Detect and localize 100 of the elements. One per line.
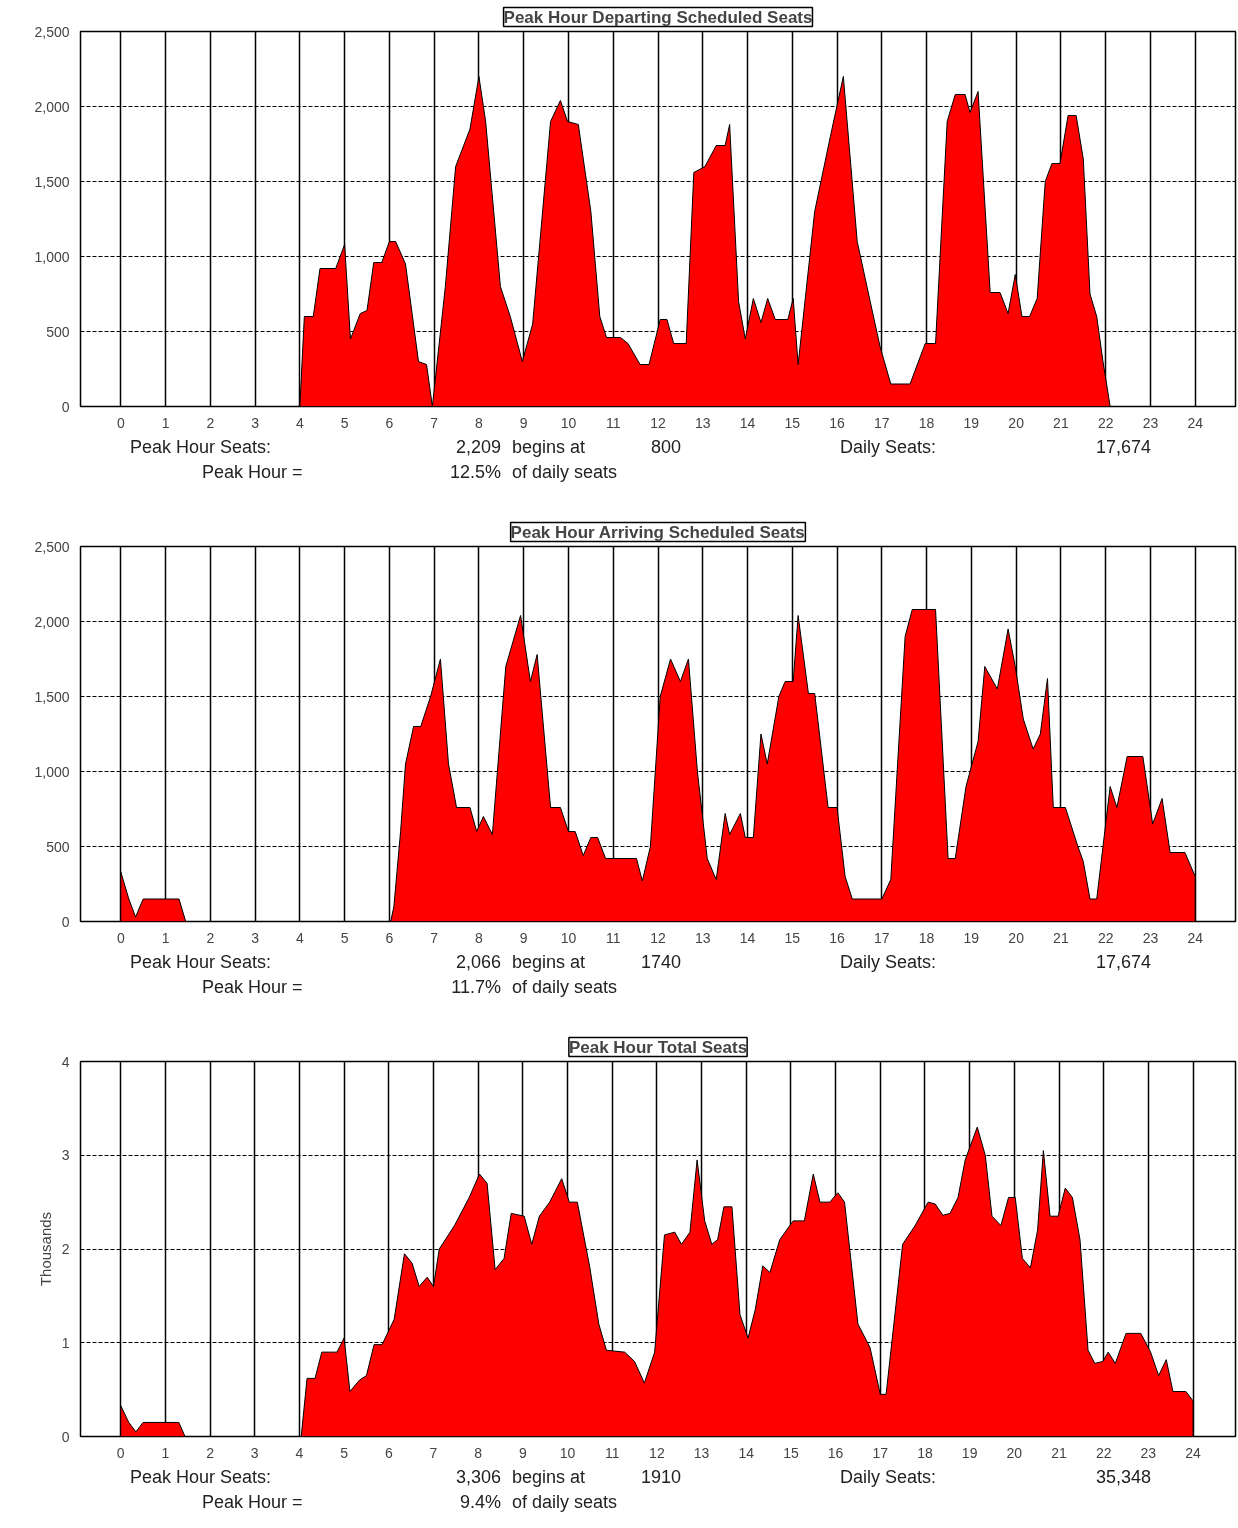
text: 2,066 bbox=[455, 951, 501, 974]
x-tick-label: 7 bbox=[430, 414, 439, 431]
text: 17,674 bbox=[1095, 951, 1151, 974]
text: Peak Hour Seats: bbox=[130, 436, 272, 459]
x-tick-label: 3 bbox=[251, 929, 260, 946]
x-tick-label: 6 bbox=[385, 929, 394, 946]
x-tick-label: 16 bbox=[827, 1444, 844, 1461]
x-tick-label: 0 bbox=[116, 929, 125, 946]
text: begins at bbox=[512, 951, 586, 974]
y-tick-label: 500 bbox=[46, 838, 70, 855]
x-tick-label: 1 bbox=[161, 929, 170, 946]
x-tick-label: 15 bbox=[784, 929, 801, 946]
text: 9.4% bbox=[459, 1491, 501, 1514]
x-tick-label: 7 bbox=[430, 929, 439, 946]
x-tick-label: 0 bbox=[116, 414, 125, 431]
x-tick-label: 17 bbox=[872, 1444, 889, 1461]
y-tick-label: 2,500 bbox=[34, 23, 70, 40]
x-tick-label: 4 bbox=[295, 1444, 304, 1461]
x-tick-label: 22 bbox=[1097, 929, 1114, 946]
y-tick-label: 500 bbox=[46, 323, 70, 340]
x-tick-label: 12 bbox=[649, 1444, 665, 1461]
x-tick-label: 4 bbox=[295, 929, 304, 946]
x-tick-label: 8 bbox=[474, 1444, 483, 1461]
x-tick-label: 19 bbox=[963, 929, 980, 946]
x-tick-label: 11 bbox=[605, 414, 621, 431]
y-axis-title: Thousands bbox=[36, 1211, 54, 1287]
text: of daily seats bbox=[512, 1491, 618, 1514]
x-tick-label: 22 bbox=[1095, 1444, 1112, 1461]
x-tick-label: 16 bbox=[829, 929, 846, 946]
x-tick-label: 17 bbox=[874, 414, 890, 431]
x-tick-label: 20 bbox=[1008, 414, 1025, 431]
y-tick-label: 0 bbox=[61, 1428, 70, 1445]
x-tick-label: 9 bbox=[519, 414, 528, 431]
x-tick-label: 5 bbox=[340, 929, 349, 946]
x-tick-label: 8 bbox=[475, 414, 484, 431]
text: 35,348 bbox=[1095, 1466, 1151, 1489]
x-tick-label: 20 bbox=[1006, 1444, 1023, 1461]
y-tick-label: 2,500 bbox=[34, 538, 70, 555]
chart-title: Peak Hour Departing Scheduled Seats bbox=[503, 7, 813, 27]
x-tick-label: 11 bbox=[605, 929, 621, 946]
y-tick-label: 1,000 bbox=[34, 763, 70, 780]
y-tick-label: 1,500 bbox=[34, 173, 70, 190]
x-tick-label: 12 bbox=[650, 414, 666, 431]
y-tick-label: 0 bbox=[61, 913, 70, 930]
x-tick-label: 18 bbox=[917, 1444, 933, 1461]
text: Peak Hour = bbox=[202, 1491, 303, 1514]
x-tick-label: 23 bbox=[1142, 414, 1159, 431]
text: Daily Seats: bbox=[840, 436, 937, 459]
x-tick-label: 20 bbox=[1008, 929, 1025, 946]
x-tick-label: 13 bbox=[694, 929, 711, 946]
text: Peak Hour Seats: bbox=[130, 1466, 272, 1489]
x-tick-label: 1 bbox=[161, 414, 170, 431]
x-tick-label: 13 bbox=[694, 414, 711, 431]
y-tick-label: 2 bbox=[61, 1241, 70, 1257]
text: 17,674 bbox=[1095, 436, 1151, 459]
x-tick-label: 10 bbox=[560, 929, 577, 946]
x-tick-label: 8 bbox=[475, 929, 484, 946]
x-tick-label: 14 bbox=[739, 929, 756, 946]
x-tick-label: 6 bbox=[384, 1444, 393, 1461]
x-tick-label: 22 bbox=[1097, 414, 1114, 431]
text: 3,306 bbox=[455, 1466, 501, 1489]
y-tick-label: 4 bbox=[61, 1053, 70, 1070]
x-tick-label: 3 bbox=[251, 414, 260, 431]
text: 11.7% bbox=[451, 976, 501, 999]
x-tick-label: 2 bbox=[206, 929, 215, 946]
x-tick-label: 23 bbox=[1140, 1444, 1157, 1461]
text: Peak Hour = bbox=[202, 976, 303, 999]
x-tick-label: 24 bbox=[1187, 929, 1204, 946]
x-tick-label: 3 bbox=[250, 1444, 259, 1461]
x-tick-label: 2 bbox=[206, 414, 215, 431]
y-tick-label: 0 bbox=[61, 398, 70, 415]
x-tick-label: 19 bbox=[961, 1444, 978, 1461]
x-tick-label: 9 bbox=[518, 1444, 527, 1461]
x-tick-label: 13 bbox=[693, 1444, 710, 1461]
y-tick-label: 2,000 bbox=[34, 98, 70, 115]
text: 800 bbox=[650, 436, 681, 459]
y-tick-label: 2,000 bbox=[34, 613, 70, 630]
x-tick-label: 24 bbox=[1185, 1444, 1202, 1461]
x-tick-label: 21 bbox=[1051, 1444, 1068, 1461]
x-tick-label: 12 bbox=[650, 929, 666, 946]
x-tick-label: 2 bbox=[206, 1444, 215, 1461]
x-tick-label: 4 bbox=[295, 414, 304, 431]
x-tick-label: 21 bbox=[1053, 414, 1069, 431]
text: 1910 bbox=[640, 1466, 681, 1489]
x-tick-label: 17 bbox=[874, 929, 890, 946]
y-tick-label: 1,500 bbox=[34, 688, 70, 705]
chart-title: Peak Hour Arriving Scheduled Seats bbox=[510, 522, 805, 542]
x-tick-label: 11 bbox=[604, 1444, 620, 1461]
x-tick-label: 14 bbox=[738, 1444, 755, 1461]
text: Peak Hour = bbox=[202, 461, 303, 484]
x-tick-label: 19 bbox=[963, 414, 980, 431]
text: of daily seats bbox=[512, 976, 618, 999]
x-tick-label: 10 bbox=[560, 414, 577, 431]
x-tick-label: 24 bbox=[1187, 414, 1204, 431]
x-tick-label: 21 bbox=[1053, 929, 1069, 946]
x-tick-label: 10 bbox=[559, 1444, 576, 1461]
x-tick-label: 9 bbox=[519, 929, 528, 946]
x-tick-label: 18 bbox=[918, 929, 935, 946]
text: Peak Hour Seats: bbox=[130, 951, 272, 974]
y-tick-label: 1 bbox=[61, 1334, 70, 1351]
